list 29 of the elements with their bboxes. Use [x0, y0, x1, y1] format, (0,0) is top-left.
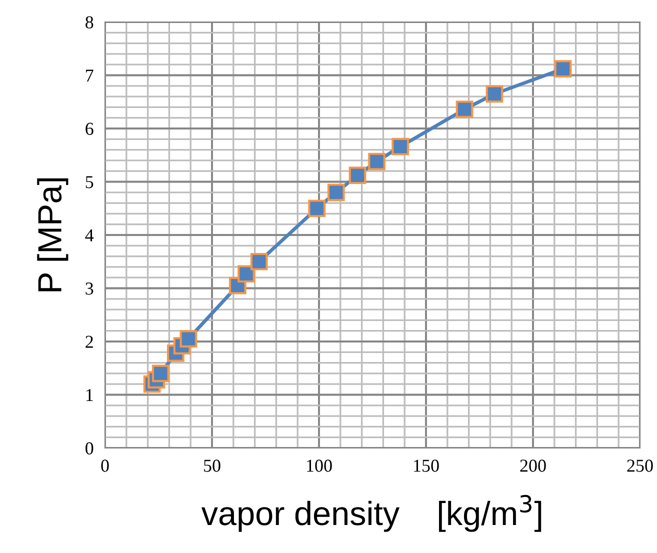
point [180, 330, 198, 348]
x-tick-label: 200 [520, 460, 546, 472]
point [152, 364, 170, 382]
y-tick-label: 6 [86, 122, 94, 135]
point [348, 166, 366, 184]
y-tick-label: 8 [86, 16, 94, 28]
y-tick-label: 3 [86, 282, 94, 295]
y-tick-label: 2 [86, 336, 93, 348]
x-tick-label: 0 [101, 460, 109, 472]
y-tick-label: 5 [86, 176, 94, 188]
y-tick-label: 7 [86, 70, 94, 82]
point [368, 152, 386, 170]
y-tick-label: 4 [85, 229, 94, 242]
point [554, 60, 572, 78]
x-tick-label: 100 [307, 460, 332, 472]
point [392, 138, 410, 156]
point [486, 85, 504, 103]
x-tick-label: 150 [414, 460, 439, 472]
y-tick-label: 0 [86, 442, 94, 454]
point [250, 252, 268, 270]
x-tick-label: 250 [627, 460, 653, 472]
point [308, 200, 326, 218]
y-axis-title: P [MPa] [37, 178, 68, 292]
x-tick-label: 50 [204, 460, 220, 472]
point [456, 100, 474, 118]
point [238, 265, 255, 283]
x-axis-title: vapor density [kg/m$^{3}$] [201, 494, 542, 532]
y-tick-label: 1 [86, 389, 93, 402]
point [327, 184, 345, 202]
